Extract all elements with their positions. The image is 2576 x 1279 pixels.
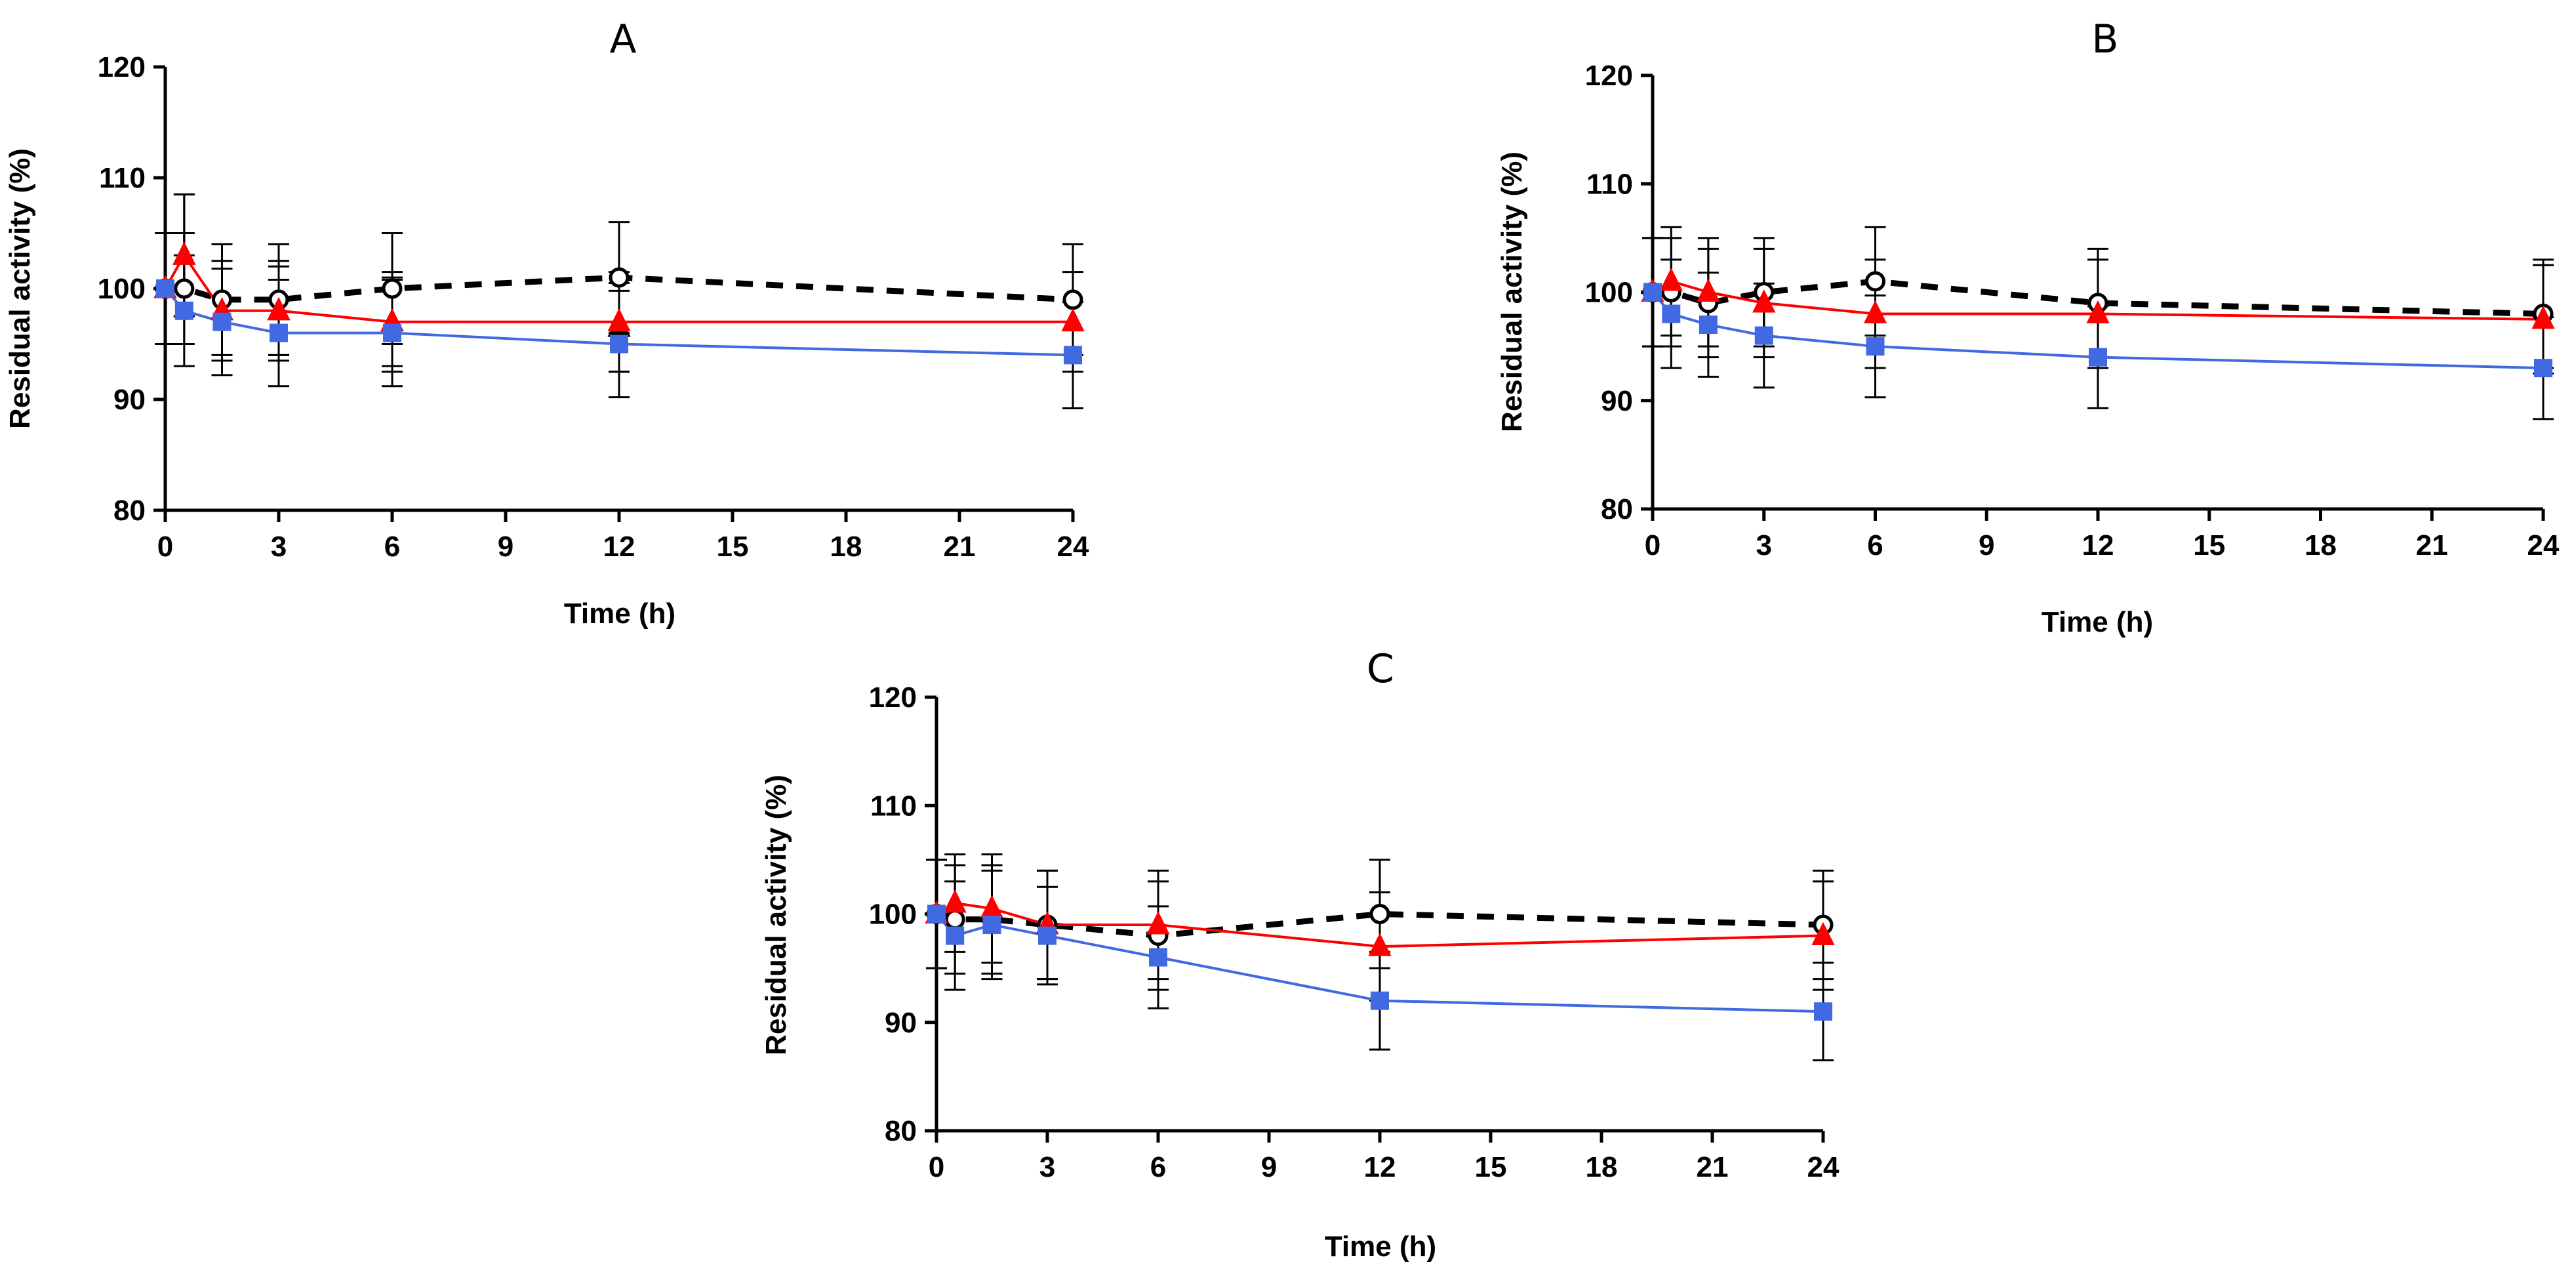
data-point [383, 323, 401, 342]
x-tick-label: 12 [1364, 1151, 1396, 1183]
y-tick-label: 110 [99, 162, 146, 194]
x-tick-label: 9 [498, 531, 513, 563]
data-point [1866, 337, 1885, 356]
y-tick-label: 120 [98, 51, 146, 83]
data-point [1814, 1002, 1832, 1021]
data-point [174, 301, 193, 320]
x-tick-label: 6 [1150, 1151, 1166, 1183]
panel-title: A [609, 16, 636, 62]
data-point [610, 335, 628, 354]
x-tick-label: 0 [929, 1151, 944, 1183]
data-point [2089, 348, 2107, 367]
chart-panel-a: 80 90 100 110 120 0 3 6 9 12 15 18 21 24 A Time (h) Resi… [4, 16, 1089, 630]
data-point [270, 323, 288, 342]
panel-title: C [1367, 646, 1394, 692]
data-point [212, 312, 231, 331]
data-point [1811, 922, 1835, 946]
data-point [1368, 933, 1392, 956]
x-tick-label: 6 [384, 531, 400, 563]
data-point [1659, 268, 1683, 291]
data-point [1149, 948, 1167, 967]
y-tick-label: 80 [1601, 493, 1633, 525]
data-point [1662, 304, 1681, 323]
data-point [382, 278, 403, 299]
y-tick-label: 100 [1585, 277, 1633, 309]
x-tick-label: 9 [1979, 529, 1994, 561]
x-tick-label: 3 [271, 531, 287, 563]
data-point [982, 916, 1001, 935]
data-point [1697, 278, 1720, 302]
x-tick-label: 9 [1261, 1151, 1277, 1183]
data-point [1369, 904, 1390, 924]
data-point [609, 267, 630, 288]
data-point [946, 926, 965, 945]
data-point [943, 889, 967, 913]
y-tick-label: 120 [1585, 60, 1633, 92]
y-tick-label: 100 [869, 899, 917, 931]
data-point [1865, 271, 1885, 292]
x-tick-label: 0 [157, 531, 173, 563]
y-tick-label: 80 [885, 1115, 917, 1147]
y-tick-label: 110 [1586, 168, 1633, 200]
x-tick-label: 24 [2527, 529, 2560, 561]
x-tick-label: 12 [603, 531, 635, 563]
y-tick-label: 90 [113, 384, 146, 416]
data-point [1863, 300, 1887, 324]
x-tick-label: 21 [2416, 529, 2448, 561]
chart-panel-b: 80 90 100 110 120 0 3 6 9 12 15 18 21 24 B Time (h) Resi… [1496, 16, 2560, 638]
y-tick-label: 120 [869, 681, 917, 714]
y-axis-label: Residual activity (%) [1496, 152, 1528, 432]
y-tick-label: 80 [113, 495, 146, 527]
data-point [156, 279, 174, 298]
data-point [2531, 305, 2555, 329]
x-axis-label: Time (h) [2042, 606, 2153, 638]
data-point [1752, 289, 1776, 313]
x-tick-label: 18 [2304, 529, 2337, 561]
data-point [267, 296, 291, 321]
data-point [1699, 315, 1718, 335]
x-tick-label: 24 [1807, 1151, 1840, 1183]
data-point [172, 241, 196, 265]
data-point [607, 308, 631, 332]
data-point [2086, 300, 2110, 324]
y-tick-label: 90 [885, 1007, 917, 1039]
x-tick-label: 15 [2193, 529, 2225, 561]
panel-title: B [2091, 16, 2118, 62]
y-tick-label: 110 [870, 790, 917, 822]
x-tick-label: 6 [1867, 529, 1883, 561]
x-tick-label: 24 [1057, 531, 1089, 563]
x-tick-label: 18 [830, 531, 862, 563]
y-axis-label: Residual activity (%) [760, 775, 792, 1055]
x-tick-label: 0 [1645, 529, 1660, 561]
data-point [2534, 359, 2552, 378]
data-point [1643, 283, 1662, 302]
x-tick-label: 3 [1756, 529, 1772, 561]
data-point [174, 278, 195, 299]
x-tick-label: 15 [1475, 1151, 1507, 1183]
x-axis-label: Time (h) [1325, 1230, 1436, 1263]
data-point [1146, 911, 1170, 935]
data-point [1371, 991, 1389, 1010]
data-point [1754, 326, 1773, 345]
x-tick-label: 15 [717, 531, 749, 563]
y-tick-label: 100 [98, 273, 146, 305]
data-point [1038, 926, 1057, 945]
data-point [1061, 308, 1085, 332]
x-tick-label: 21 [944, 531, 976, 563]
x-tick-label: 3 [1039, 1151, 1055, 1183]
x-axis-label: Time (h) [564, 598, 675, 630]
data-point [1064, 346, 1082, 365]
y-tick-label: 90 [1601, 385, 1633, 417]
x-tick-label: 21 [1697, 1151, 1729, 1183]
data-point [927, 904, 946, 924]
y-axis-label: Residual activity (%) [4, 148, 36, 429]
x-tick-label: 18 [1586, 1151, 1618, 1183]
data-point [944, 909, 965, 930]
chart-panel-c: 80 90 100 110 120 0 3 6 9 12 15 18 21 24 C Time (h) Resi… [760, 646, 1840, 1263]
data-point [1062, 289, 1083, 310]
x-tick-label: 12 [2082, 529, 2114, 561]
